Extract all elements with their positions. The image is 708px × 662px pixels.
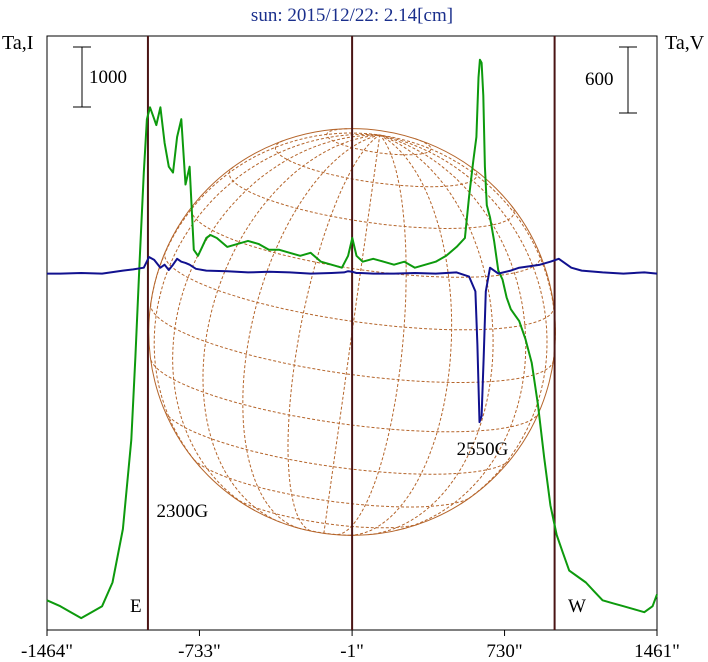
right-axis-label: Ta,V	[665, 32, 705, 54]
longitude-line	[153, 133, 380, 468]
reference-lines	[146, 36, 556, 630]
annotation-label: 2550G	[457, 439, 509, 460]
longitude-line	[368, 134, 494, 536]
latitude-line	[274, 140, 478, 188]
longitude-line	[323, 134, 381, 534]
x-axis: -1464" -733" -1" 730" 1461"	[21, 630, 680, 662]
latitude-line	[164, 251, 555, 331]
x-tick-label: -733"	[178, 641, 221, 662]
longitude-line	[202, 134, 380, 523]
longitude-line	[242, 134, 380, 529]
longitude-line	[379, 134, 556, 361]
series-line-1	[46, 58, 658, 620]
series-group	[46, 58, 658, 620]
latitude-line	[164, 411, 511, 475]
longitude-line	[172, 134, 380, 511]
chart-title: sun: 2015/12/22: 2.14[cm]	[251, 5, 453, 26]
annotation-label: 2300G	[156, 501, 208, 522]
x-tick-label: -1"	[340, 641, 364, 662]
east-limb-label: E	[130, 596, 142, 617]
left-axis-label: Ta,I	[2, 32, 33, 54]
longitude-line	[150, 132, 380, 304]
annotations: 2300G 2550G	[156, 439, 508, 522]
latitude-line	[326, 128, 432, 156]
x-tick-label: -1464"	[21, 641, 73, 662]
x-tick-label: 1461"	[634, 641, 680, 662]
longitude-line	[287, 134, 381, 532]
x-tick-label: 730"	[486, 641, 522, 662]
latitude-line	[234, 497, 420, 529]
scale-bar-left-label: 1000	[89, 67, 127, 88]
west-limb-label: W	[568, 596, 586, 617]
series-line-2	[47, 256, 658, 424]
longitude-line	[337, 134, 407, 536]
longitude-line	[350, 134, 453, 536]
longitude-line	[379, 134, 548, 505]
longitude-line	[379, 134, 527, 531]
scale-bar-right: 600	[585, 46, 637, 114]
scale-bar-right-label: 600	[585, 69, 614, 90]
scale-bar-left: 1000	[73, 46, 127, 108]
